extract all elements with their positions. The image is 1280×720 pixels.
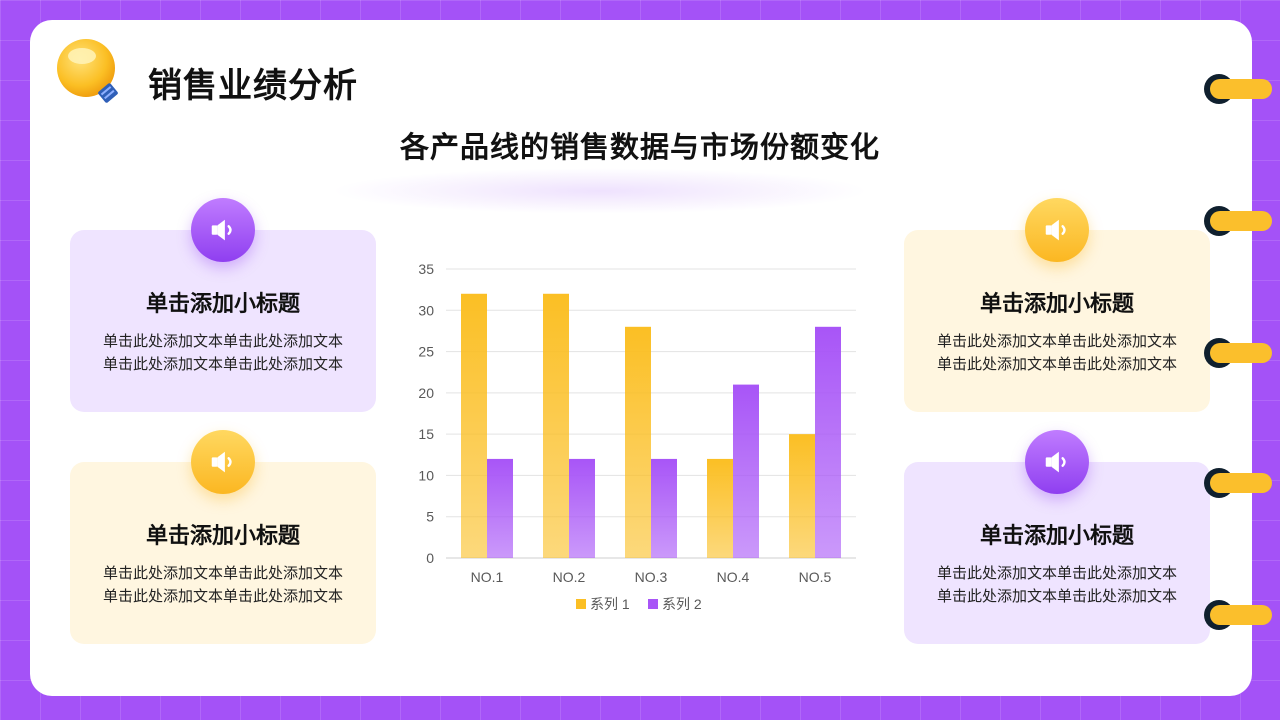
info-card-right-bottom[interactable]: 单击添加小标题 单击此处添加文本单击此处添加文本 单击此处添加文本单击此处添加文… — [904, 430, 1210, 644]
card-title: 单击添加小标题 — [979, 524, 1134, 549]
card-title: 单击添加小标题 — [145, 524, 300, 549]
bar — [569, 458, 595, 558]
y-tick-label: 10 — [418, 467, 434, 483]
y-tick-label: 0 — [426, 550, 434, 566]
bar-chart: 0 5 10 15 20 25 30 35 NO.1 NO.2 NO.3 NO.4 NO.5 系列 1 系列… — [400, 250, 870, 630]
speaker-icon — [191, 198, 255, 262]
bar — [707, 458, 733, 558]
info-card-left-top[interactable]: 单击添加小标题 单击此处添加文本单击此处添加文本 单击此处添加文本单击此处添加文… — [70, 198, 376, 412]
x-tick-label: NO.5 — [799, 569, 832, 585]
y-tick-label: 20 — [418, 385, 434, 401]
card-text-line: 单击此处添加文本单击此处添加文本 — [936, 564, 1177, 582]
bar — [651, 458, 677, 558]
binder-tab — [1204, 600, 1274, 630]
card-text: 单击此处添加文本单击此处添加文本 单击此处添加文本单击此处添加文本 — [84, 562, 362, 608]
lightbulb-icon — [57, 39, 118, 103]
card-text-line: 单击此处添加文本单击此处添加文本 — [102, 332, 343, 350]
y-tick-label: 5 — [426, 509, 434, 525]
x-tick-label: NO.3 — [635, 569, 668, 585]
legend-swatch — [648, 599, 658, 609]
speaker-icon — [1025, 430, 1089, 494]
bar — [733, 384, 759, 558]
x-tick-label: NO.2 — [553, 569, 586, 585]
y-tick-label: 35 — [418, 261, 434, 277]
binder-tab — [1204, 206, 1274, 236]
card-text-line: 单击此处添加文本单击此处添加文本 — [936, 355, 1177, 373]
legend-label: 系列 1 — [590, 596, 630, 612]
card-title: 单击添加小标题 — [979, 292, 1134, 317]
card-text-line: 单击此处添加文本单击此处添加文本 — [102, 355, 343, 373]
y-tick-label: 25 — [418, 344, 434, 360]
bar-chart-svg: 0 5 10 15 20 25 30 35 NO.1 NO.2 NO.3 NO.4 NO.5 系列 1 系列… — [418, 261, 856, 612]
card-text-line: 单击此处添加文本单击此处添加文本 — [102, 587, 343, 605]
bar — [789, 434, 815, 558]
bar — [543, 293, 569, 558]
y-tick-label: 15 — [418, 426, 434, 442]
speaker-icon — [1025, 198, 1089, 262]
y-tick-label: 30 — [418, 302, 434, 318]
info-card-right-top[interactable]: 单击添加小标题 单击此处添加文本单击此处添加文本 单击此处添加文本单击此处添加文… — [904, 198, 1210, 412]
page-title: 销售业绩分析 — [148, 66, 358, 106]
bar — [625, 326, 651, 558]
card-text-line: 单击此处添加文本单击此处添加文本 — [936, 332, 1177, 350]
card-title: 单击添加小标题 — [145, 292, 300, 317]
bar — [461, 293, 487, 558]
x-tick-label: NO.1 — [471, 569, 504, 585]
legend-swatch — [576, 599, 586, 609]
x-tick-label: NO.4 — [717, 569, 750, 585]
speaker-icon — [191, 430, 255, 494]
title-glow-decoration — [330, 168, 870, 214]
card-text-line: 单击此处添加文本单击此处添加文本 — [102, 564, 343, 582]
binder-tab — [1204, 468, 1274, 498]
info-card-left-bottom[interactable]: 单击添加小标题 单击此处添加文本单击此处添加文本 单击此处添加文本单击此处添加文… — [70, 430, 376, 644]
card-text: 单击此处添加文本单击此处添加文本 单击此处添加文本单击此处添加文本 — [918, 330, 1196, 376]
binder-tab — [1204, 338, 1274, 368]
legend-label: 系列 2 — [662, 596, 702, 612]
chart-title: 各产品线的销售数据与市场份额变化 — [399, 130, 880, 164]
card-text-line: 单击此处添加文本单击此处添加文本 — [936, 587, 1177, 605]
bar — [487, 458, 513, 558]
bar — [815, 326, 841, 558]
card-text: 单击此处添加文本单击此处添加文本 单击此处添加文本单击此处添加文本 — [84, 330, 362, 376]
card-text: 单击此处添加文本单击此处添加文本 单击此处添加文本单击此处添加文本 — [918, 562, 1196, 608]
binder-tab — [1204, 74, 1274, 104]
